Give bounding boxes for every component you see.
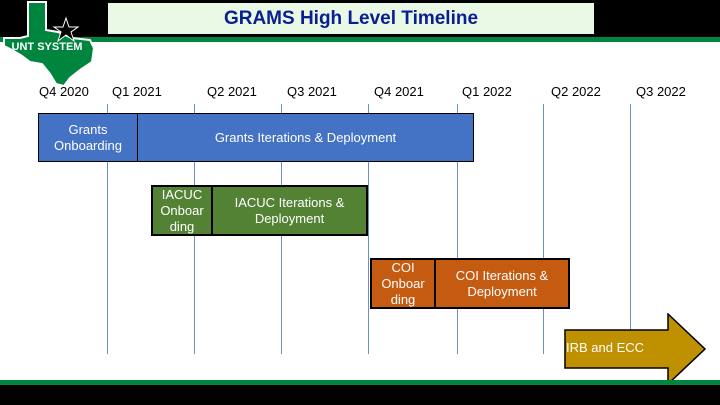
quarter-gridline [630,104,631,354]
page-title: GRAMS High Level Timeline [108,3,594,34]
quarter-label: Q3 2021 [287,84,337,99]
grants-iterations-bar: Grants Iterations & Deployment [137,113,474,162]
footer-accent-line [0,380,720,385]
iacuc-iterations-bar: IACUC Iterations & Deployment [211,185,368,236]
quarter-gridline [457,104,458,354]
footer-bar [0,385,720,405]
star-icon [52,16,80,43]
coi-iterations-bar: COI Iterations & Deployment [434,258,570,309]
grants-onboarding-bar: Grants Onboarding [38,113,138,162]
iacuc-onboarding-bar: IACUC Onboar ding [151,185,213,236]
unt-system-logo: UNT SYSTEM [3,1,96,86]
irb-ecc-arrow [564,313,706,385]
coi-onboarding-bar: COI Onboar ding [370,258,436,309]
quarter-label: Q3 2022 [636,84,686,99]
logo-text: UNT SYSTEM [12,41,83,53]
quarter-gridline [107,104,108,354]
header-accent-line [0,37,720,42]
quarter-label: Q1 2022 [462,84,512,99]
quarter-label: Q2 2022 [551,84,601,99]
quarter-label: Q4 2020 [39,84,89,99]
quarter-label: Q4 2021 [374,84,424,99]
quarter-gridline [368,104,369,354]
quarter-label: Q2 2021 [207,84,257,99]
quarter-label: Q1 2021 [112,84,162,99]
irb-ecc-label: IRB and ECC [566,340,645,355]
quarter-gridline [543,104,544,354]
